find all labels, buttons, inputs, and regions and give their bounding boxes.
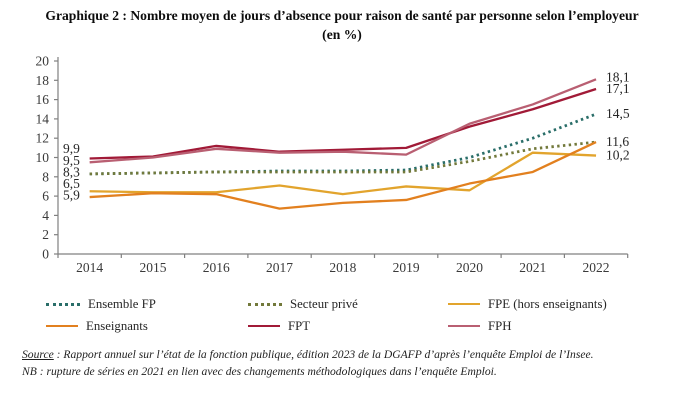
nb-line: NB : rupture de séries en 2021 en lien a… (22, 364, 497, 378)
legend-label: FPH (488, 318, 512, 333)
legend-label: Secteur privé (290, 296, 358, 311)
chart-title: Graphique 2 : Nombre moyen de jours d’ab… (45, 8, 639, 43)
source-line: Source : Rapport annuel sur l’état de la… (22, 347, 670, 364)
svg-text:2017: 2017 (266, 260, 293, 275)
chart-legend: Ensemble FP Secteur privé FPE (hors ense… (46, 293, 607, 337)
svg-text:10,2: 10,2 (606, 148, 630, 163)
legend-label: FPE (hors enseignants) (488, 296, 607, 311)
svg-text:9,5: 9,5 (63, 153, 80, 168)
svg-text:2019: 2019 (393, 260, 420, 275)
svg-text:8: 8 (42, 169, 49, 184)
legend-item-fpe: FPE (hors enseignants) (448, 297, 607, 312)
svg-text:9,9: 9,9 (63, 141, 80, 156)
svg-text:0: 0 (42, 247, 49, 262)
legend-item-secteur-prive: Secteur privé (248, 297, 448, 312)
legend-item-enseignants: Enseignants (46, 319, 248, 334)
legend-swatch-fpt-icon (248, 325, 280, 327)
svg-text:5,9: 5,9 (63, 188, 80, 203)
source-label: Source (22, 348, 54, 361)
svg-text:2: 2 (42, 227, 49, 242)
legend-swatch-ensemble-fp-icon (46, 302, 80, 306)
source-note: Source : Rapport annuel sur l’état de la… (22, 347, 670, 381)
svg-text:20: 20 (36, 54, 50, 69)
legend-label: Enseignants (86, 318, 148, 333)
svg-text:6,5: 6,5 (63, 176, 80, 191)
legend-item-fph: FPH (448, 319, 607, 334)
legend-label: Ensemble FP (88, 296, 156, 311)
legend-item-ensemble-fp: Ensemble FP (46, 297, 248, 312)
line-chart: 0 2 4 6 8 10 12 14 16 18 20 2014 2015 2016 2017 2018 201… (36, 54, 630, 276)
svg-text:2022: 2022 (583, 260, 610, 275)
legend-item-fpt: FPT (248, 319, 448, 334)
svg-text:2015: 2015 (139, 260, 166, 275)
svg-text:10: 10 (36, 150, 50, 165)
legend-label: FPT (288, 318, 311, 333)
legend-swatch-enseignants-icon (46, 325, 78, 327)
svg-text:12: 12 (36, 131, 50, 146)
svg-text:2021: 2021 (519, 260, 546, 275)
svg-text:16: 16 (36, 92, 50, 107)
svg-text:2018: 2018 (329, 260, 356, 275)
svg-text:4: 4 (42, 208, 49, 223)
svg-text:2016: 2016 (203, 260, 230, 275)
legend-swatch-fpe-icon (448, 303, 480, 305)
legend-swatch-secteur-prive-icon (248, 302, 282, 306)
svg-text:18: 18 (36, 73, 50, 88)
svg-text:14,5: 14,5 (606, 106, 630, 121)
svg-text:6: 6 (42, 189, 49, 204)
svg-text:14: 14 (36, 111, 50, 126)
svg-text:11,6: 11,6 (606, 134, 629, 149)
svg-text:8,3: 8,3 (63, 164, 80, 179)
svg-text:2020: 2020 (456, 260, 483, 275)
legend-swatch-fph-icon (448, 325, 480, 327)
svg-text:2014: 2014 (76, 260, 103, 275)
svg-text:18,1: 18,1 (606, 69, 630, 84)
svg-text:17,1: 17,1 (606, 81, 630, 96)
source-text: : Rapport annuel sur l’état de la foncti… (53, 348, 594, 361)
